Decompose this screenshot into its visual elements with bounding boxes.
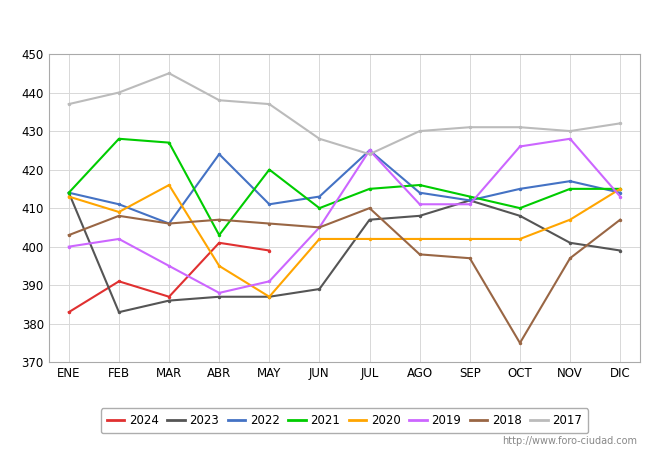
Text: http://www.foro-ciudad.com: http://www.foro-ciudad.com: [502, 436, 637, 446]
Text: Afiliados en Salvaleón a 31/5/2024: Afiliados en Salvaleón a 31/5/2024: [164, 14, 486, 32]
Legend: 2024, 2023, 2022, 2021, 2020, 2019, 2018, 2017: 2024, 2023, 2022, 2021, 2020, 2019, 2018…: [101, 408, 588, 433]
